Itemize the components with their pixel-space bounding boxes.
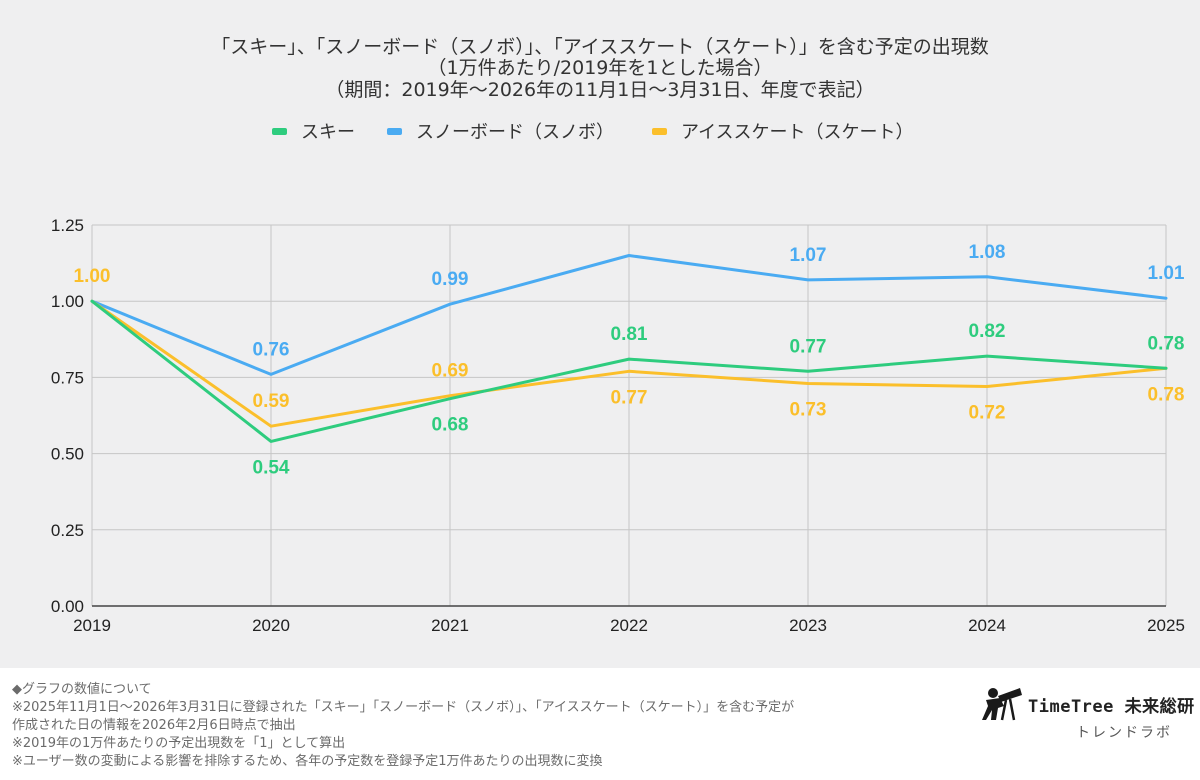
x-tick-label: 2020	[252, 616, 290, 635]
legend-label-ski: スキー	[301, 122, 355, 143]
legend-item-snowboard: スノーボード（スノボ）	[387, 119, 614, 143]
legend-swatch-snowboard	[387, 127, 402, 135]
series-line-skate	[90, 299, 1168, 428]
chart-legend: スキー スノーボード（スノボ） アイススケート（スケート）	[0, 119, 1200, 143]
data-label-ski: 0.77	[790, 336, 827, 357]
y-tick-label: 0.00	[51, 597, 84, 616]
data-label-ski: 0.78	[1148, 333, 1185, 354]
legend-swatch-skate	[652, 127, 667, 135]
x-tick-label: 2025	[1147, 616, 1185, 635]
note-line: ※ユーザー数の変動による影響を排除するため、各年の予定数を登録予定1万件あたりの…	[12, 754, 603, 769]
data-label-skate: 0.73	[790, 399, 827, 420]
data-label-skate: 0.77	[611, 387, 648, 408]
series-line-ski	[90, 299, 1168, 443]
data-label-snowboard: 0.99	[432, 269, 469, 290]
data-label-snowboard: 1.01	[1148, 263, 1185, 284]
line-chart: 0.00 0.25 0.50 0.75 1.00 1.25 2019 2020 2021 2022…	[51, 216, 1185, 635]
data-label-snowboard: 0.76	[253, 339, 290, 360]
data-label-skate: 0.78	[1148, 384, 1185, 405]
data-label-skate: 1.00	[74, 266, 111, 287]
series-line-snowboard	[90, 254, 1168, 376]
brand-name: TimeTree 未来総研	[1028, 697, 1195, 717]
legend-item-skate: アイススケート（スケート）	[652, 119, 914, 143]
y-tick-label: 0.25	[51, 521, 84, 540]
y-tick-label: 0.75	[51, 368, 84, 387]
note-line: 作成された日の情報を2026年2月6日時点で抽出	[12, 718, 296, 733]
x-tick-label: 2024	[968, 616, 1006, 635]
data-label-skate: 0.59	[253, 391, 290, 412]
chart-title: 「スキー」、「スノーボード（スノボ）」、「アイススケート（スケート）」を含む予定…	[211, 36, 989, 58]
legend-item-ski: スキー	[272, 119, 355, 143]
legend-swatch-ski	[272, 127, 287, 135]
y-tick-label: 1.25	[51, 216, 84, 235]
brand-logo: TimeTree 未来総研 トレンドラボ	[978, 686, 1194, 746]
data-label-skate: 0.69	[432, 361, 469, 382]
x-tick-label: 2019	[73, 616, 111, 635]
y-tick-label: 1.00	[51, 292, 84, 311]
brand-subtitle: トレンドラボ	[1076, 725, 1172, 741]
y-tick-label: 0.50	[51, 445, 84, 464]
x-tick-label: 2021	[431, 616, 469, 635]
x-tick-label: 2022	[610, 616, 648, 635]
note-line: ※2025年11月1日〜2026年3月31日に登録された「スキー」「スノーボード…	[12, 700, 795, 715]
data-label-ski: 0.54	[253, 457, 290, 478]
data-label-ski: 0.68	[432, 415, 469, 436]
data-label-snowboard: 1.08	[969, 242, 1006, 263]
note-heading: ◆グラフの数値について	[12, 682, 152, 697]
x-tick-label: 2023	[789, 616, 827, 635]
data-label-ski: 0.82	[969, 321, 1006, 342]
footer-notes: ◆グラフの数値について ※2025年11月1日〜2026年3月31日に登録された…	[0, 668, 1200, 780]
legend-label-skate: アイススケート（スケート）	[681, 122, 914, 143]
chart-panel: 「スキー」、「スノーボード（スノボ）」、「アイススケート（スケート）」を含む予定…	[0, 0, 1200, 668]
chart-subtitle: （1万件あたり/2019年を1とした場合）	[427, 57, 773, 79]
data-label-ski: 0.81	[611, 324, 648, 345]
data-label-skate: 0.72	[969, 403, 1006, 424]
telescope-person-icon	[982, 688, 1022, 721]
note-line: ※2019年の1万件あたりの予定出現数を「1」として算出	[12, 736, 346, 751]
legend-label-snowboard: スノーボード（スノボ）	[416, 122, 614, 143]
data-label-snowboard: 1.07	[790, 245, 827, 266]
chart-period: （期間：2019年〜2026年の11月1日〜3月31日、年度で表記）	[325, 79, 875, 101]
